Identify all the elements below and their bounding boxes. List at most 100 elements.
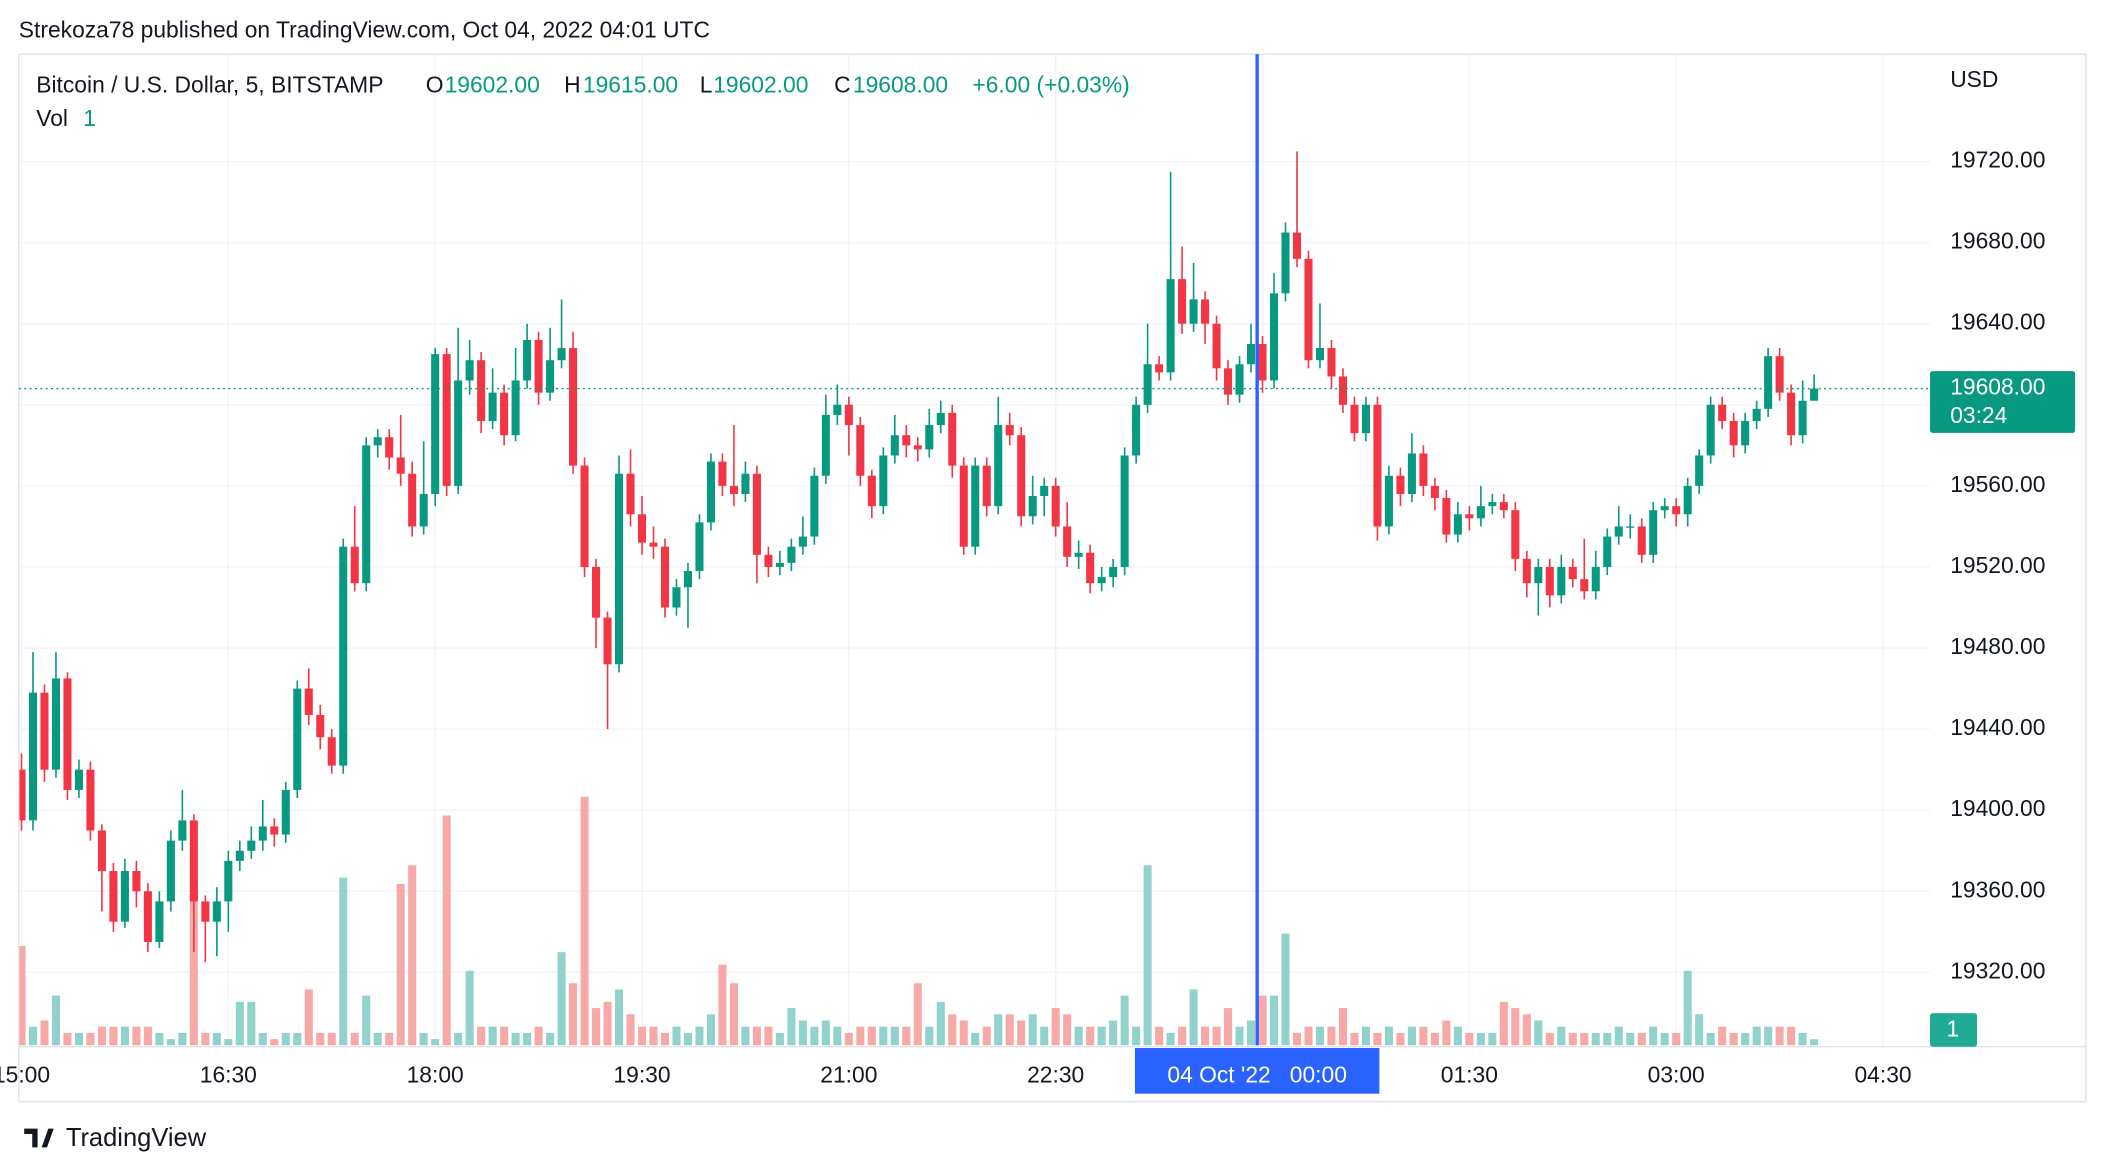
candle-layer [18,151,1819,963]
candle-body [833,404,842,415]
volume-bar [672,1026,681,1046]
volume-bar [1304,1026,1313,1046]
header: Strekoza78 published on TradingView.com,… [19,16,710,42]
last-price-badge [1930,371,2076,433]
volume-bar [1706,1032,1715,1046]
volume-bar [1166,1032,1175,1046]
volume-bar [752,1026,761,1046]
x-tick-label: 16:30 [200,1061,257,1087]
candle-body [810,475,819,537]
volume-bar [465,970,474,1046]
volume-bar [109,1026,118,1046]
candle-body [1499,502,1508,511]
volume-bar [1430,1032,1439,1046]
candle-body [1453,514,1462,535]
volume-bar [1327,1026,1336,1046]
volume-bar [1338,1008,1347,1046]
candle-body [752,473,761,555]
candle-body [649,542,658,547]
x-tick-label: 01:30 [1441,1061,1498,1087]
candle-body [258,826,267,841]
volume-bar [1315,1026,1325,1046]
volume-bar [1419,1026,1428,1046]
candle-body [614,473,624,665]
candle-body [994,425,1003,507]
candle-body [1074,552,1083,557]
volume-bar [155,1032,164,1046]
volume-bar [546,1032,555,1046]
volume-bar [120,1026,129,1046]
countdown: 03:24 [1950,402,2007,428]
volume-bar [51,995,60,1046]
candle-body [925,425,934,450]
candle-body [224,860,233,902]
volume-bar [614,989,624,1046]
candle-body [902,435,911,446]
volume-bar [1281,933,1290,1046]
candle-body [1373,404,1382,527]
candle-body [86,769,95,831]
candle-body [1614,526,1623,537]
candle-body [1269,293,1279,381]
y-tick-label: 19680.00 [1950,228,2045,254]
volume-bar [419,1032,428,1046]
candle-body [373,437,382,446]
volume-bar [28,1026,38,1046]
candle-body [580,465,589,567]
volume-bar [913,983,922,1046]
candle-body [637,514,647,543]
volume-bar [143,1026,152,1046]
candle-body [1775,356,1784,393]
candle-body [1017,435,1026,517]
candle-body [523,339,532,381]
volume-bar [821,1020,830,1046]
candle-body [1212,323,1221,369]
volume-bar [1086,1026,1095,1046]
volume-bar [787,1008,796,1046]
volume-bar [224,1039,233,1046]
candle-body [1292,232,1302,259]
volume-bar [1683,970,1692,1046]
candle-body [798,536,807,547]
volume-bar [189,883,198,1046]
volume-bar [86,1032,95,1046]
candle-body [1534,566,1543,584]
candle-body [51,678,60,770]
volume-bar [97,1026,106,1046]
x-tick-label: 18:00 [407,1061,464,1087]
volume-bar [580,796,589,1046]
volume-bar [1028,1014,1037,1046]
x-tick-label: 21:00 [820,1061,877,1087]
y-tick-label: 19560.00 [1950,471,2045,497]
volume-bar [1361,1026,1370,1046]
volume-bar [1235,1026,1244,1046]
volume-bar [637,1026,647,1046]
candle-body [764,554,773,567]
candle-body [189,820,198,902]
candle-body [1741,421,1750,446]
candle-body [327,737,336,766]
volume-bar [1017,1020,1026,1046]
candle-body [1672,506,1681,515]
volume-bar [454,1032,463,1046]
volume-bar [74,1032,83,1046]
candle-body [626,473,635,515]
volume-bar [212,1032,221,1046]
candle-body [1764,356,1773,409]
candle-body [1201,299,1210,324]
volume-bar [1568,1032,1577,1046]
candle-body [63,678,72,790]
candle-body [1338,376,1347,405]
volume-bar [959,1020,968,1046]
volume-badge [1930,1013,1978,1047]
candle-body [1488,502,1497,507]
volume-bar [1120,995,1129,1046]
volume-bar [764,1026,773,1046]
volume-bar [281,1032,290,1046]
candle-body [1396,475,1405,494]
candle-body [1384,475,1393,527]
candle-body [339,546,348,766]
candle-body [97,830,106,872]
volume-bar [1063,1014,1072,1046]
